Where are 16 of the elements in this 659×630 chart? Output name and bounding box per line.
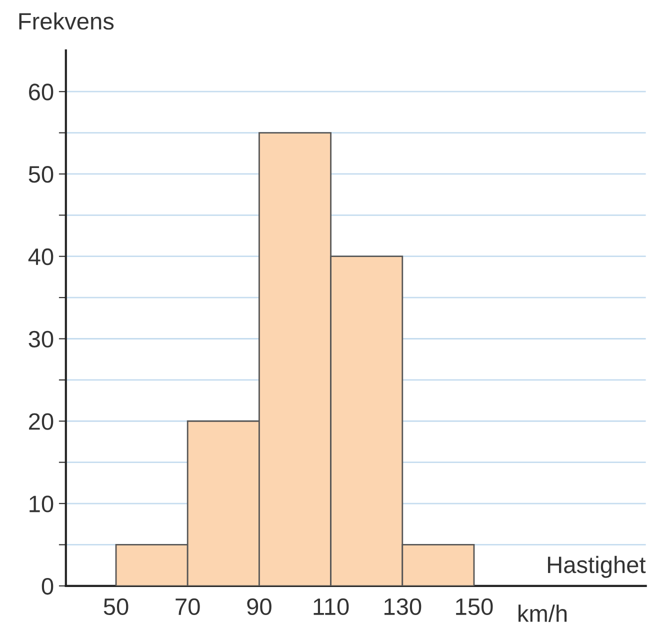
x-tick-label: 50 xyxy=(104,598,128,616)
x-tick-label: 110 xyxy=(314,598,349,616)
y-tick-label: 60 xyxy=(29,84,54,100)
x-tick-label: 130 xyxy=(384,598,422,616)
text: km/h xyxy=(518,604,567,622)
x-axis-title: Hastighet xyxy=(548,556,646,578)
y-tick-label: 10 xyxy=(30,496,54,512)
y-tick-label: 20 xyxy=(29,413,54,430)
y-axis-title: Frekvens xyxy=(19,12,114,30)
y-tick-label: 40 xyxy=(28,248,54,266)
x-tick-label: 150 xyxy=(456,598,493,616)
y-tick-label: 30 xyxy=(28,330,54,348)
x-tick-label: 90 xyxy=(247,598,272,616)
y-tick-label: 0 xyxy=(42,578,54,595)
x-tick-label: 70 xyxy=(176,598,200,616)
y-tick-label: 50 xyxy=(28,166,54,183)
